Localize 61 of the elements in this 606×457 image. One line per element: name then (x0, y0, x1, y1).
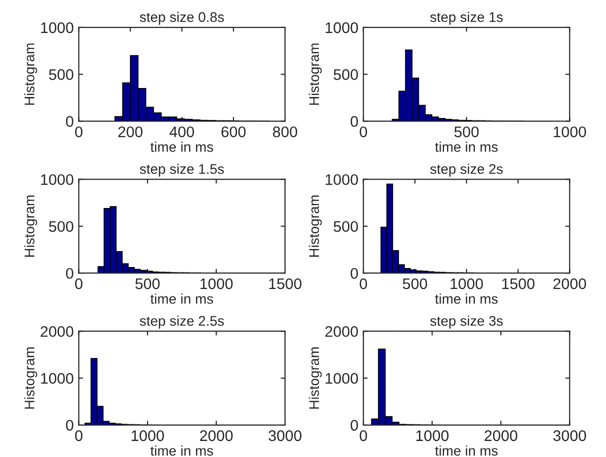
y-tick-label: 1000 (326, 174, 358, 186)
y-tick-label: 0 (350, 268, 358, 279)
x-tick-label: 500 (402, 278, 428, 290)
x-tick-label: 0 (360, 278, 368, 290)
x-tick-label: 2000 (553, 278, 586, 290)
chart-title: step size 2s (430, 164, 503, 177)
x-tick-label: 3000 (268, 430, 302, 442)
x-tick-label: 0 (75, 126, 82, 138)
y-axis-title: Histogram (24, 44, 38, 105)
x-tick-label: 1000 (554, 126, 586, 138)
x-tick-label: 500 (135, 278, 160, 290)
chart-title: step size 0.8s (140, 12, 224, 25)
y-tick-label: 0 (350, 116, 358, 127)
y-tick-label: 2000 (325, 326, 358, 337)
x-axis-title: time in ms (150, 446, 214, 456)
x-axis-title: time in ms (150, 294, 214, 304)
y-tick-label: 500 (334, 221, 358, 232)
y-tick-label: 1000 (326, 372, 358, 384)
y-axis-title: Histogram (308, 44, 322, 105)
x-axis-title: time in ms (435, 142, 498, 152)
y-tick-label: 1000 (41, 372, 74, 384)
x-tick-label: 1500 (269, 278, 302, 290)
x-tick-label: 200 (118, 126, 142, 138)
chart-title: step size 1s (430, 12, 503, 25)
x-tick-label: 1000 (132, 430, 164, 442)
x-tick-label: 400 (170, 126, 194, 138)
x-axis-title: time in ms (150, 142, 214, 152)
x-tick-label: 1000 (450, 278, 483, 290)
x-tick-label: 0 (75, 278, 82, 290)
y-tick-label: 0 (66, 420, 74, 431)
chart-title: step size 2.5s (140, 316, 224, 329)
x-tick-label: 600 (221, 126, 246, 138)
x-tick-label: 1000 (200, 278, 233, 290)
y-tick-label: 0 (66, 116, 74, 127)
y-tick-label: 0 (66, 268, 74, 279)
x-axis-title: time in ms (435, 446, 498, 456)
x-tick-label: 3000 (553, 430, 586, 442)
y-tick-label: 1000 (41, 174, 74, 186)
y-axis-title: Histogram (24, 195, 38, 257)
chart-title: step size 3s (430, 316, 503, 329)
y-tick-label: 1000 (41, 22, 74, 34)
y-axis-title: Histogram (308, 195, 322, 257)
y-axis-title: Histogram (308, 347, 322, 409)
y-tick-label: 500 (49, 69, 74, 80)
x-tick-label: 0 (360, 430, 368, 442)
chart-title: step size 1.5s (140, 164, 224, 177)
x-tick-label: 2000 (484, 430, 518, 442)
x-tick-label: 800 (272, 126, 298, 138)
y-tick-label: 2000 (40, 326, 74, 337)
x-tick-label: 1500 (502, 278, 534, 290)
y-tick-label: 0 (350, 420, 358, 431)
y-axis-title: Histogram (24, 347, 38, 409)
y-tick-label: 500 (334, 69, 358, 80)
x-tick-label: 0 (360, 126, 368, 138)
x-tick-label: 500 (454, 126, 479, 138)
x-tick-label: 2000 (200, 430, 233, 442)
y-tick-label: 1000 (326, 22, 358, 34)
x-tick-label: 0 (75, 430, 82, 442)
x-tick-label: 1000 (416, 430, 449, 442)
x-axis-title: time in ms (435, 294, 498, 304)
y-tick-label: 500 (49, 221, 74, 232)
